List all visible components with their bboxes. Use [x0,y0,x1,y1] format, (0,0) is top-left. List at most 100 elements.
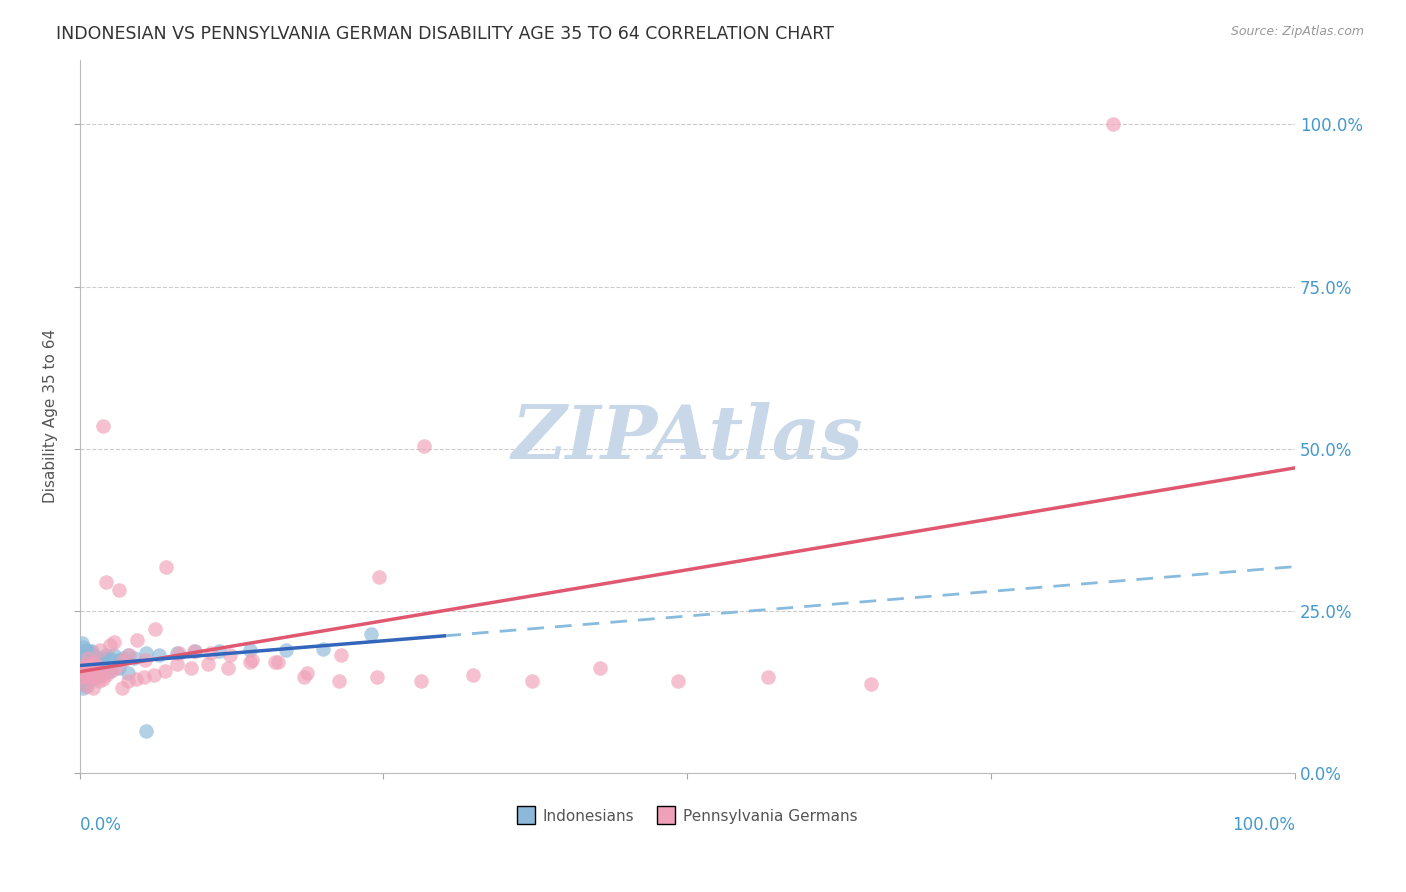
Point [294,670,316,684]
Point [75,643,97,657]
Point [77,669,100,683]
Point [264,655,287,669]
Point [79,646,101,660]
Point [117,674,139,689]
Point [239,643,262,657]
Point [132,670,155,684]
Point [70,664,93,678]
Point [166,646,188,660]
Point [96,648,118,662]
Point [80,672,103,686]
Point [142,667,165,681]
Point [96,667,118,681]
Point [90,653,112,667]
Point [200,646,222,660]
Point [93,665,115,680]
Point [153,664,176,678]
Point [87,650,110,665]
Point [756,670,779,684]
Text: ZIPAtlas: ZIPAtlas [512,401,863,474]
Point [148,648,170,662]
Point [143,622,166,636]
Point [412,439,434,453]
Point [312,641,335,656]
Point [329,648,352,662]
Point [84,657,107,672]
Point [96,574,118,589]
Point [166,657,188,672]
Point [367,570,389,584]
Point [124,672,146,686]
Point [520,674,543,689]
Point [75,655,97,669]
Point [79,655,101,669]
Point [411,674,433,689]
Point [208,644,231,658]
Point [169,646,191,660]
Point [107,583,129,598]
Text: INDONESIAN VS PENNSYLVANIA GERMAN DISABILITY AGE 35 TO 64 CORRELATION CHART: INDONESIAN VS PENNSYLVANIA GERMAN DISABI… [56,25,834,43]
Point [100,664,122,678]
Point [79,653,101,667]
Point [103,648,125,662]
Point [76,653,98,667]
Point [117,648,139,662]
Point [75,664,97,678]
Point [135,724,157,739]
Point [87,674,110,689]
Point [184,644,207,658]
Point [360,626,382,640]
Point [125,633,148,648]
Point [107,661,129,675]
Point [72,681,94,695]
Point [70,670,93,684]
Point [98,638,121,652]
Point [589,661,612,675]
Point [79,664,101,678]
Point [82,681,104,695]
Point [155,560,177,574]
Point [72,657,94,672]
Point [180,661,202,675]
Text: 100.0%: 100.0% [1232,816,1295,834]
Text: 0.0%: 0.0% [80,816,121,834]
Point [86,655,108,669]
Point [70,646,93,660]
Point [183,644,205,658]
Point [117,665,139,680]
Point [72,670,94,684]
Point [86,664,108,678]
Point [76,644,98,658]
Point [70,656,93,670]
Point [103,635,125,649]
Point [84,670,107,684]
Point [83,655,105,669]
Point [73,667,96,681]
Point [70,636,93,650]
Point [80,644,103,658]
Point [463,667,485,681]
Point [72,640,94,654]
Point [73,665,96,680]
Point [70,665,93,680]
Point [91,419,114,434]
Point [75,657,97,672]
Point [72,649,94,664]
Point [79,662,101,676]
Point [83,653,105,667]
Point [666,674,689,689]
Point [134,653,156,667]
Point [82,657,104,672]
Point [267,655,290,669]
Point [72,661,94,675]
Y-axis label: Disability Age 35 to 64: Disability Age 35 to 64 [44,329,58,503]
Point [76,661,98,675]
Point [73,646,96,660]
Point [80,661,103,675]
Point [70,653,93,667]
Point [111,681,134,695]
Point [135,646,157,660]
Point [70,676,93,690]
Point [276,643,298,657]
Point [112,650,135,665]
